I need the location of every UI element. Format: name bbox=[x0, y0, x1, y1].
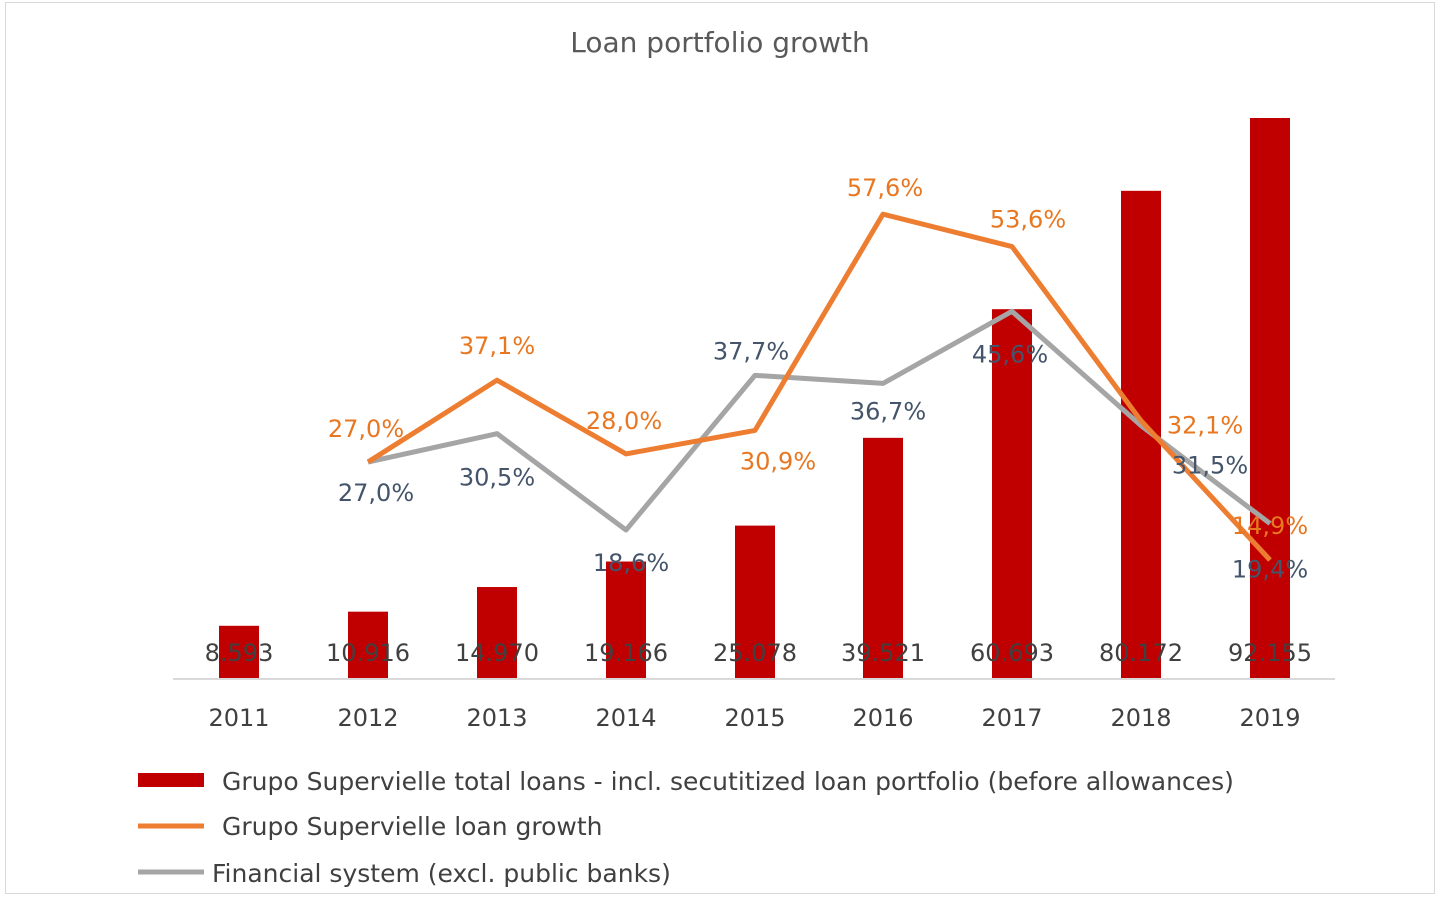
bar-2013 bbox=[477, 587, 517, 678]
bar-value-label-2011: 8.593 bbox=[205, 639, 274, 667]
x-tick-2016: 2016 bbox=[852, 704, 913, 732]
loan-growth-label-2013: 37,1% bbox=[459, 332, 535, 360]
bar-value-label-2013: 14.970 bbox=[455, 639, 539, 667]
chart-frame bbox=[5, 2, 1435, 894]
chart-title: Loan portfolio growth bbox=[570, 26, 869, 59]
financial-system-label-2019: 19,4% bbox=[1232, 556, 1308, 584]
loan-growth-label-2018: 32,1% bbox=[1167, 412, 1243, 440]
financial-system-label-2013: 30,5% bbox=[459, 464, 535, 492]
bar-2012 bbox=[348, 611, 388, 678]
bar-2019 bbox=[1250, 118, 1290, 678]
legend-label-financial-system: Financial system (excl. public banks) bbox=[212, 859, 671, 888]
loan-growth-line bbox=[366, 211, 1272, 562]
financial-system-line bbox=[367, 308, 1272, 533]
bar-value-label-2018: 80.172 bbox=[1099, 639, 1183, 667]
loan-growth-label-2016: 57,6% bbox=[847, 174, 923, 202]
legend-swatch-bar bbox=[138, 773, 204, 787]
x-tick-2011: 2011 bbox=[208, 704, 269, 732]
x-tick-2017: 2017 bbox=[981, 704, 1042, 732]
bar-2015 bbox=[735, 525, 775, 678]
x-tick-2012: 2012 bbox=[337, 704, 398, 732]
financial-system-label-2012: 27,0% bbox=[338, 479, 414, 507]
x-tick-2015: 2015 bbox=[724, 704, 785, 732]
bar-value-label-2019: 92.155 bbox=[1228, 639, 1312, 667]
financial-system-label-2018: 31,5% bbox=[1172, 452, 1248, 480]
bar-2011 bbox=[219, 625, 259, 678]
loan-growth-label-2019: 14,9% bbox=[1232, 512, 1308, 540]
bar-value-label-2012: 10.916 bbox=[326, 639, 410, 667]
x-tick-2014: 2014 bbox=[595, 704, 656, 732]
x-tick-2019: 2019 bbox=[1239, 704, 1300, 732]
legend-label-loan-growth: Grupo Supervielle loan growth bbox=[222, 812, 603, 841]
bar-value-label-2017: 60.693 bbox=[970, 639, 1054, 667]
loan-growth-label-2017: 53,6% bbox=[990, 206, 1066, 234]
loan-growth-label-2012: 27,0% bbox=[328, 415, 404, 443]
x-tick-2013: 2013 bbox=[466, 704, 527, 732]
loan-growth-label-2014: 28,0% bbox=[586, 407, 662, 435]
financial-system-label-2014: 18,6% bbox=[593, 549, 669, 577]
loan-growth-label-2015: 30,9% bbox=[740, 447, 816, 475]
bar-value-label-2014: 19.166 bbox=[584, 639, 668, 667]
bar-2016 bbox=[863, 437, 903, 678]
financial-system-label-2017: 45,6% bbox=[972, 340, 1048, 368]
bar-2017 bbox=[992, 309, 1032, 678]
legend-label-total-loans: Grupo Supervielle total loans - incl. se… bbox=[222, 767, 1234, 796]
x-tick-2018: 2018 bbox=[1110, 704, 1171, 732]
bar-value-label-2016: 39.521 bbox=[841, 639, 925, 667]
financial-system-label-2016: 36,7% bbox=[850, 397, 926, 425]
bar-2014 bbox=[606, 561, 646, 678]
bar-value-label-2015: 25.078 bbox=[713, 639, 797, 667]
financial-system-label-2015: 37,7% bbox=[713, 337, 789, 365]
